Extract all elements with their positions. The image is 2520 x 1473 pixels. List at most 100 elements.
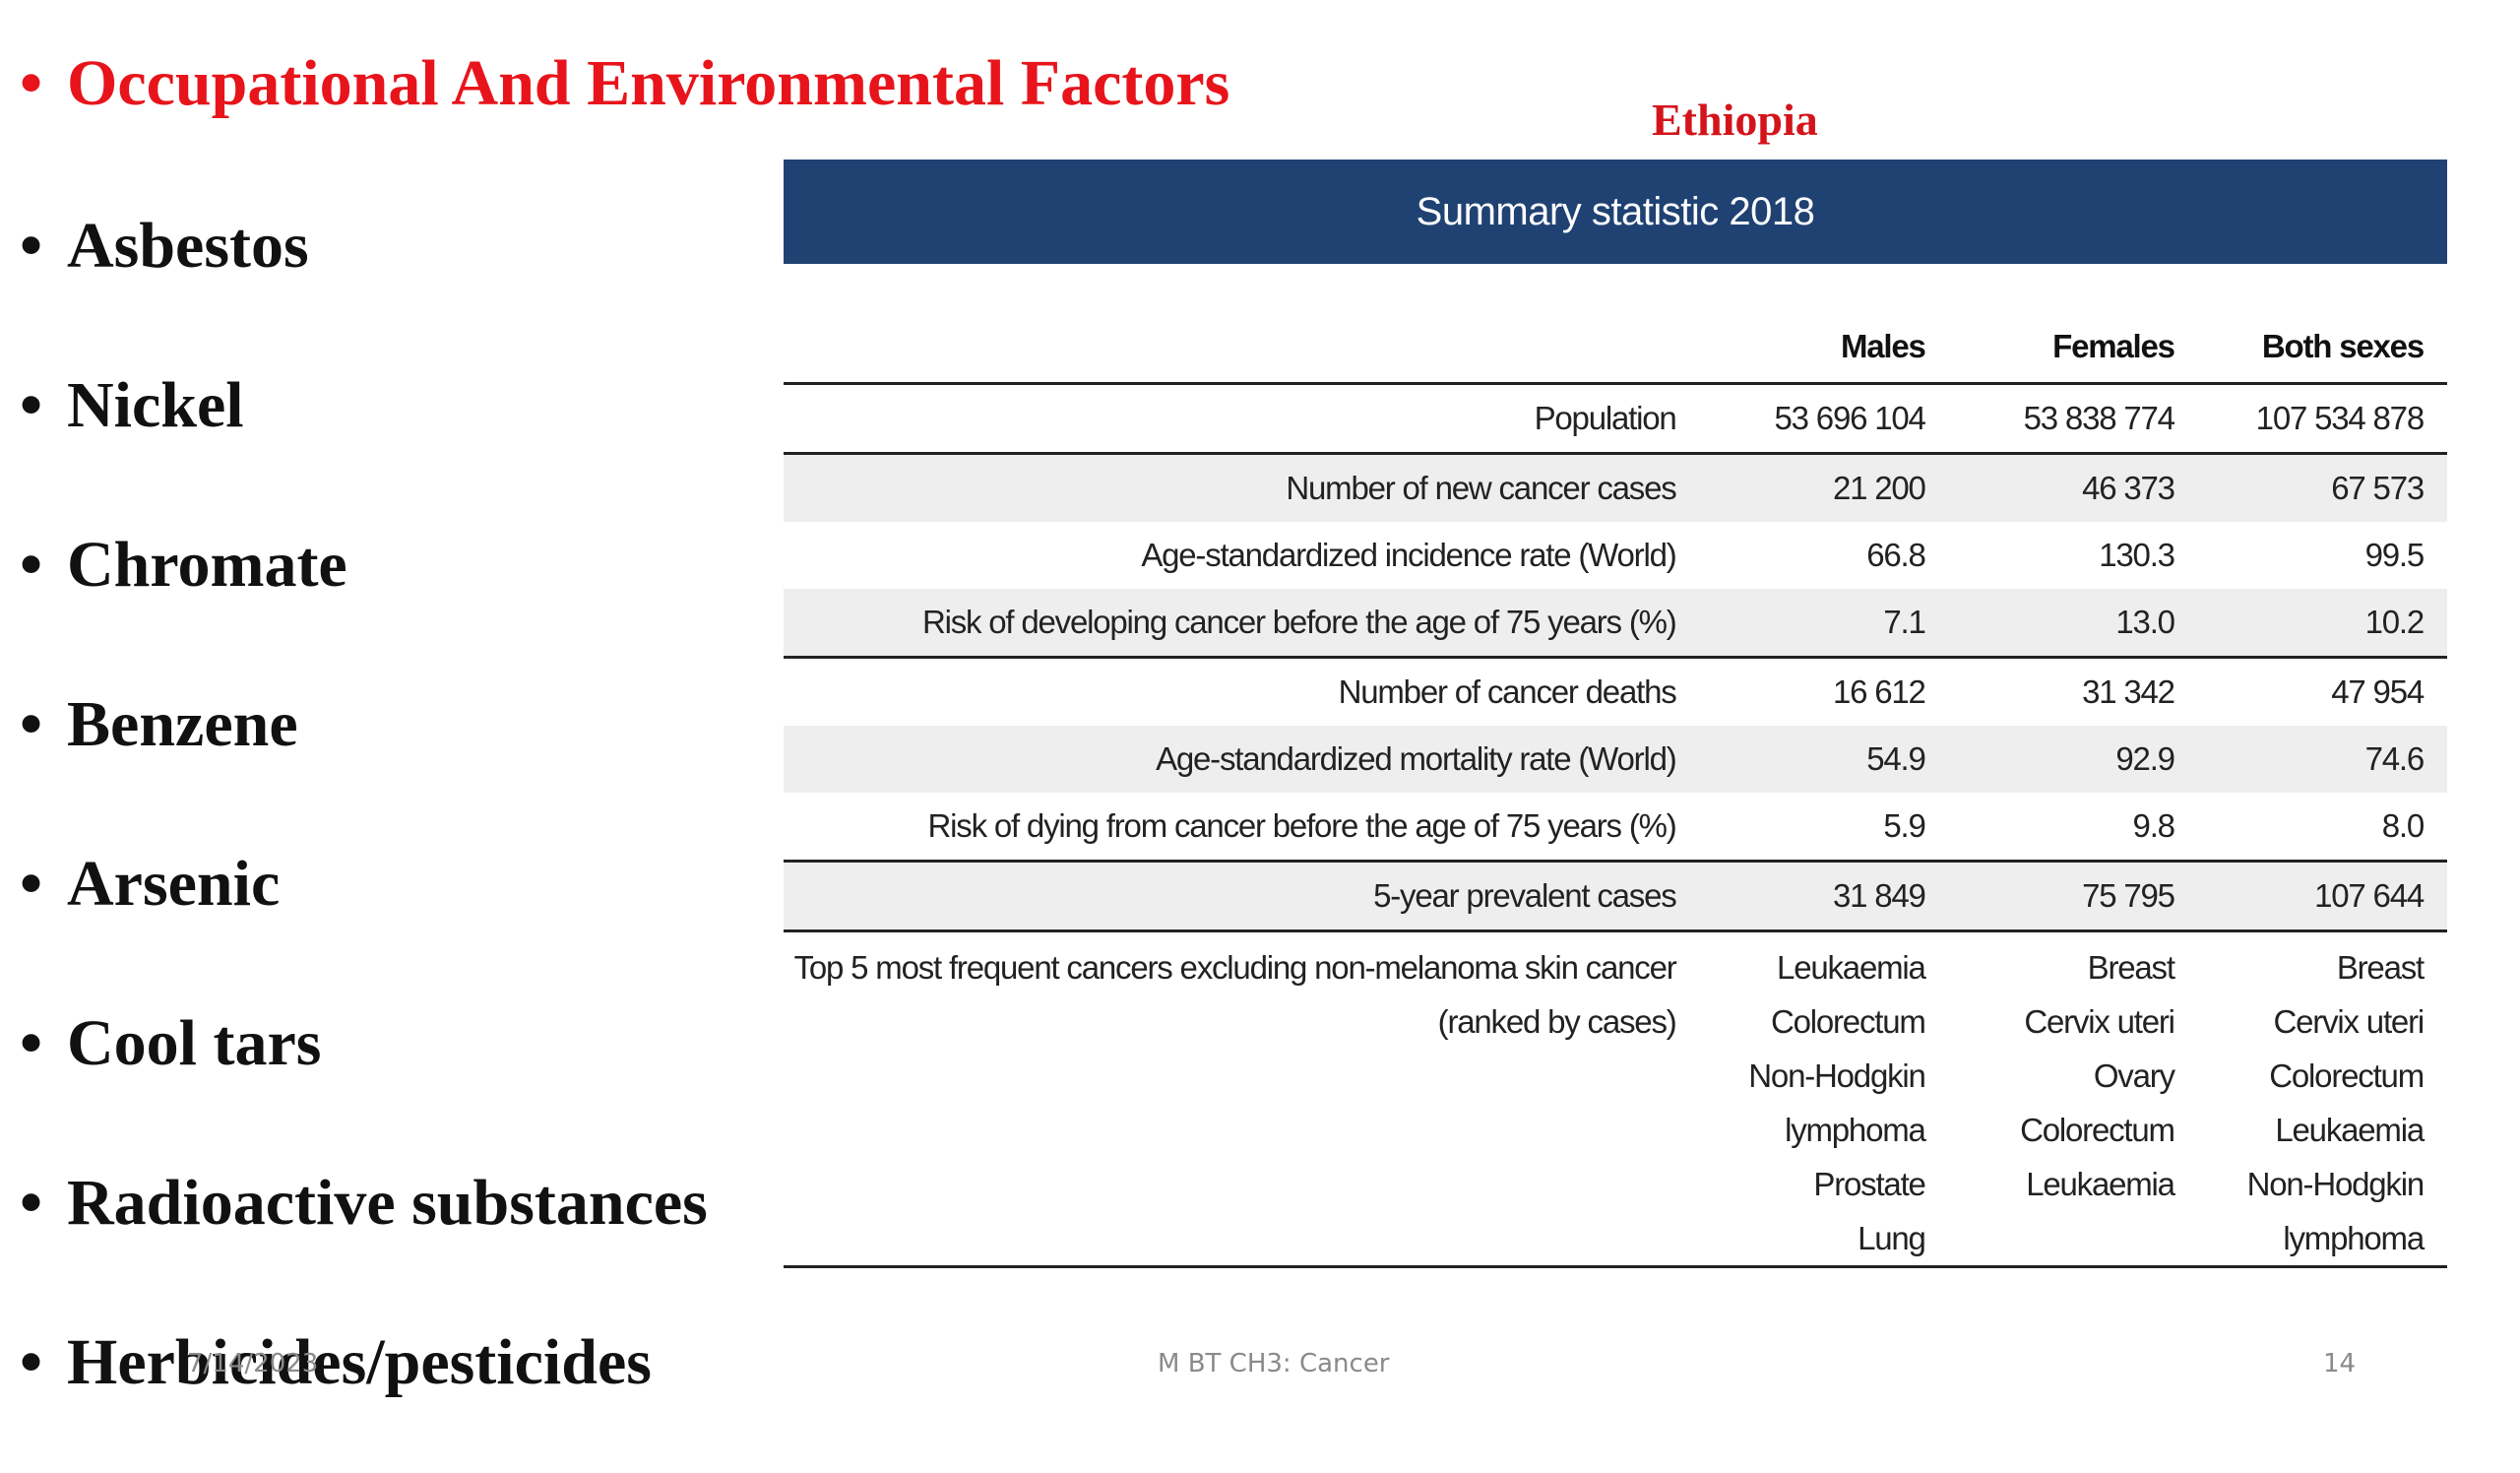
top5-males: Leukaemia Colorectum Non-Hodgkin lymphom… xyxy=(1699,929,1949,1268)
slide-title: • Occupational And Environmental Factors xyxy=(20,39,1229,128)
cell-both: 67 573 xyxy=(2197,452,2447,522)
column-header-empty xyxy=(784,311,1700,384)
cell-both: 8.0 xyxy=(2381,807,2425,844)
list-item: • Arsenic xyxy=(20,835,708,994)
list-item: • Nickel xyxy=(20,356,708,516)
table-title: Summary statistic 2018 xyxy=(784,160,2447,264)
list-item: Leukaemia xyxy=(1777,949,1926,986)
list-item-label: Benzene xyxy=(67,688,298,760)
bullet-marker: • xyxy=(20,210,43,282)
footer-title: M BT CH3: Cancer xyxy=(1158,1349,1390,1378)
list-item: Non-Hodgkin xyxy=(1748,1057,1926,1094)
row-label: 5-year prevalent cases xyxy=(784,860,1700,931)
list-item: Colorectum xyxy=(2269,1057,2425,1094)
footer-date: 7/14/2023 xyxy=(187,1349,319,1378)
bullet-marker: • xyxy=(20,1007,43,1079)
list-item: Cervix uteri xyxy=(2273,1003,2426,1040)
table-row: Number of new cancer cases 21 200 46 373… xyxy=(784,452,2447,522)
page-number: 14 xyxy=(2323,1349,2357,1378)
list-item-label: Arsenic xyxy=(67,848,281,920)
table-row-top5: Top 5 most frequent cancers excluding no… xyxy=(784,929,2447,1268)
top5-label-line2: (ranked by cases) xyxy=(1437,1003,1677,1040)
bullet-marker: • xyxy=(20,848,43,920)
top5-label-line1: Top 5 most frequent cancers excluding no… xyxy=(793,949,1677,986)
list-item: lymphoma xyxy=(1785,1112,1926,1148)
row-label: Population xyxy=(1534,400,1677,436)
factor-list: • Asbestos • Nickel • Chromate • Benzene • Ar… xyxy=(20,197,708,1473)
table-row: Number of cancer deaths 16 612 31 342 47… xyxy=(784,656,2447,726)
row-label: Age-standardized incidence rate (World) xyxy=(1141,537,1676,573)
cell-both: 107 644 xyxy=(2197,860,2447,931)
list-item-label: Asbestos xyxy=(67,210,309,282)
row-label: Number of cancer deaths xyxy=(784,656,1700,726)
bullet-marker: • xyxy=(20,529,43,601)
row-label: Risk of dying from cancer before the age… xyxy=(927,807,1677,844)
table-row: Age-standardized incidence rate (World) … xyxy=(784,522,2447,589)
table-row: Age-standardized mortality rate (World) … xyxy=(784,726,2447,793)
cell-males: 53 696 104 xyxy=(1774,400,1926,436)
summary-table-container: Summary statistic 2018 Males Females Bot… xyxy=(784,160,2447,1268)
list-item: • Cool tars xyxy=(20,994,708,1154)
cell-males: 7.1 xyxy=(1699,589,1949,658)
list-item: Leukaemia xyxy=(2026,1166,2175,1202)
cell-females: 53 838 774 xyxy=(2023,400,2175,436)
country-label: Ethiopia xyxy=(1652,95,1818,145)
cell-both: 74.6 xyxy=(2197,726,2447,793)
list-item: lymphoma xyxy=(2283,1220,2425,1256)
summary-table: Males Females Both sexes Population 53 6… xyxy=(784,311,2447,1268)
cell-females: 31 342 xyxy=(1948,656,2198,726)
cell-females: 13.0 xyxy=(1948,589,2198,658)
cell-males: 31 849 xyxy=(1699,860,1949,931)
list-item: Cervix uteri xyxy=(2024,1003,2175,1040)
cell-females: 130.3 xyxy=(2099,537,2175,573)
cell-females: 75 795 xyxy=(1948,860,2198,931)
cell-females: 46 373 xyxy=(1948,452,2198,522)
table-header-row: Males Females Both sexes xyxy=(784,311,2447,384)
slide-title-text: Occupational And Environmental Factors xyxy=(67,47,1230,119)
column-header-both-sexes: Both sexes xyxy=(2261,328,2425,364)
cell-both: 99.5 xyxy=(2364,537,2426,573)
list-item: • Chromate xyxy=(20,516,708,675)
table-row: Risk of developing cancer before the age… xyxy=(784,589,2447,658)
row-label: Age-standardized mortality rate (World) xyxy=(784,726,1700,793)
table-row: 5-year prevalent cases 31 849 75 795 107… xyxy=(784,860,2447,931)
row-label-top5: Top 5 most frequent cancers excluding no… xyxy=(784,929,1700,1268)
cell-males: 66.8 xyxy=(1866,537,1926,573)
cell-females: 9.8 xyxy=(2132,807,2175,844)
cell-both: 107 534 878 xyxy=(2255,400,2426,436)
list-item-label: Nickel xyxy=(67,369,244,441)
list-item-label: Radioactive substances xyxy=(67,1167,708,1239)
title-bullet-marker: • xyxy=(20,47,43,119)
bullet-marker: • xyxy=(20,369,43,441)
list-item: • Benzene xyxy=(20,675,708,835)
list-item-label: Chromate xyxy=(67,529,347,601)
cell-both: 47 954 xyxy=(2197,656,2447,726)
list-item: Breast xyxy=(2087,949,2175,986)
cell-males: 16 612 xyxy=(1699,656,1949,726)
list-item: Colorectum xyxy=(2020,1112,2175,1148)
row-label: Risk of developing cancer before the age… xyxy=(784,589,1700,658)
list-item: Prostate xyxy=(1813,1166,1925,1202)
top5-females: Breast Cervix uteri Ovary Colorectum Leu… xyxy=(1948,929,2198,1268)
row-label: Number of new cancer cases xyxy=(784,452,1700,522)
list-item: Non-Hodgkin xyxy=(2246,1166,2426,1202)
cell-females: 92.9 xyxy=(1948,726,2198,793)
list-item-label: Herbicides/pesticides xyxy=(67,1326,652,1398)
cell-males: 54.9 xyxy=(1699,726,1949,793)
table-row: Risk of dying from cancer before the age… xyxy=(784,793,2447,862)
list-item: Ovary xyxy=(2093,1057,2175,1094)
list-item: Lung xyxy=(1858,1220,1926,1256)
bullet-marker: • xyxy=(20,1167,43,1239)
list-item: • Radioactive substances xyxy=(20,1154,708,1313)
cell-males: 21 200 xyxy=(1699,452,1949,522)
cell-males: 5.9 xyxy=(1883,807,1925,844)
list-item: • Asbestos xyxy=(20,197,708,356)
bullet-marker: • xyxy=(20,1326,43,1398)
top5-both-sexes: Breast Cervix uteri Colorectum Leukaemia… xyxy=(2197,929,2447,1268)
list-item-label: Cool tars xyxy=(67,1007,322,1079)
table-row: Population 53 696 104 53 838 774 107 534… xyxy=(784,384,2447,454)
column-header-females: Females xyxy=(2052,328,2175,364)
cell-both: 10.2 xyxy=(2197,589,2447,658)
list-item: Leukaemia xyxy=(2275,1112,2425,1148)
column-header-males: Males xyxy=(1840,328,1926,364)
